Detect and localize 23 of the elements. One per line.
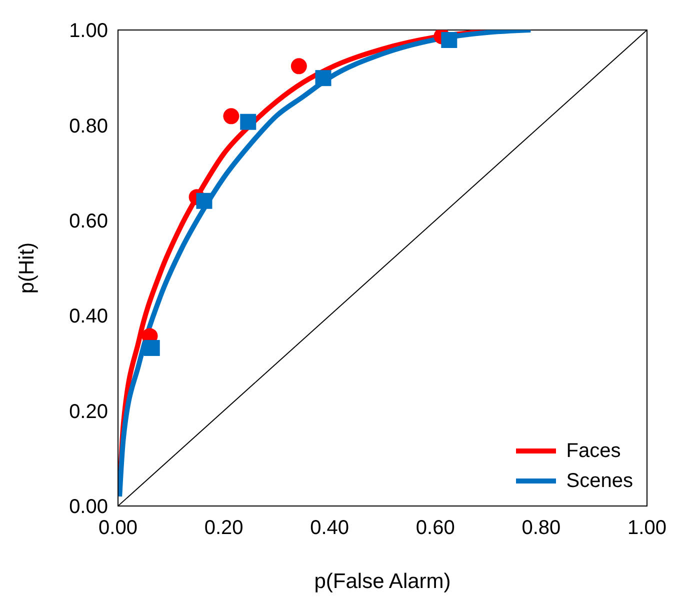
y-tick-label: 0.20 bbox=[69, 400, 108, 423]
point bbox=[144, 340, 160, 356]
x-tick-label: 0.40 bbox=[310, 517, 350, 540]
x-axis-title: p(False Alarm) bbox=[314, 570, 451, 593]
legend-label: Scenes bbox=[566, 469, 633, 494]
point bbox=[240, 114, 256, 130]
point bbox=[196, 192, 212, 209]
point bbox=[315, 70, 332, 86]
point bbox=[290, 58, 307, 74]
point bbox=[223, 108, 240, 124]
y-tick-label: 0.00 bbox=[69, 496, 108, 518]
legend-label: Faces bbox=[566, 439, 621, 464]
point bbox=[441, 32, 458, 48]
y-tick-label: 0.40 bbox=[69, 306, 108, 328]
y-tick-label: 0.60 bbox=[69, 210, 108, 232]
x-tick-label: 1.00 bbox=[628, 517, 666, 540]
x-tick-label: 0.80 bbox=[522, 517, 561, 540]
x-tick-label: 0.20 bbox=[204, 517, 244, 540]
x-tick-label: 0.00 bbox=[98, 517, 138, 540]
x-tick-label: 0.60 bbox=[416, 517, 455, 540]
y-axis-title: p(Hit) bbox=[15, 242, 38, 294]
y-tick-label: 1.00 bbox=[69, 20, 108, 42]
y-tick-label: 0.80 bbox=[69, 115, 108, 138]
